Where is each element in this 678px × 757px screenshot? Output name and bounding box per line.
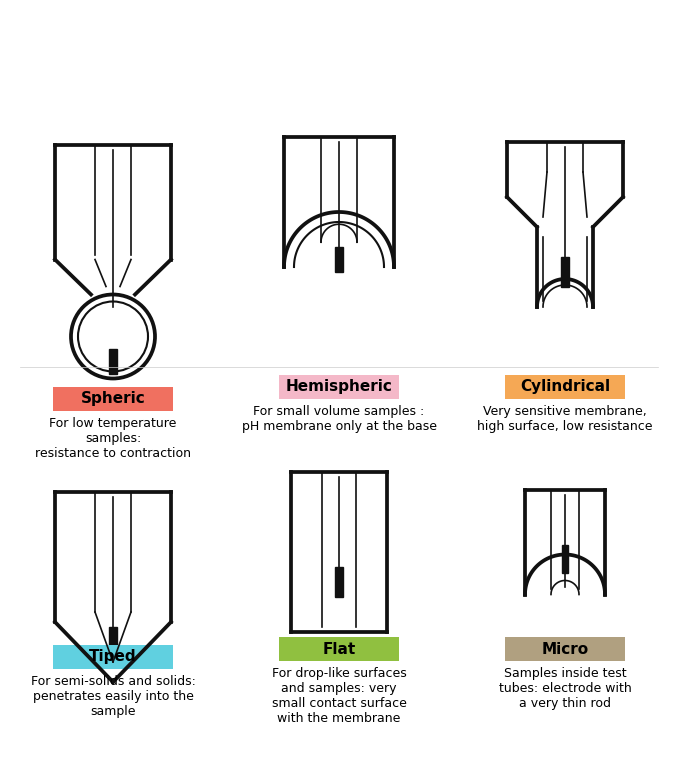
Text: Very sensitive membrane,
high surface, low resistance: Very sensitive membrane, high surface, l…: [477, 405, 653, 433]
Text: For small volume samples :
pH membrane only at the base: For small volume samples : pH membrane o…: [241, 405, 437, 433]
Bar: [279, 375, 399, 399]
Bar: [505, 375, 625, 399]
Text: Cylindrical: Cylindrical: [520, 379, 610, 394]
Bar: [53, 645, 173, 669]
Text: For semi-solids and solids:
penetrates easily into the
sample: For semi-solids and solids: penetrates e…: [31, 675, 195, 718]
Text: Spheric: Spheric: [81, 391, 145, 407]
Text: For low temperature
samples:
resistance to contraction: For low temperature samples: resistance …: [35, 417, 191, 460]
Text: For drop-like surfaces
and samples: very
small contact surface
with the membrane: For drop-like surfaces and samples: very…: [272, 667, 406, 725]
Text: Micro: Micro: [542, 641, 589, 656]
Bar: [109, 348, 117, 373]
Bar: [505, 637, 625, 661]
Text: Hemispheric: Hemispheric: [285, 379, 393, 394]
Bar: [562, 544, 568, 572]
Bar: [335, 248, 343, 273]
Text: Samples inside test
tubes: electrode with
a very thin rod: Samples inside test tubes: electrode wit…: [498, 667, 631, 710]
Bar: [335, 567, 343, 597]
Bar: [53, 387, 173, 411]
Text: Flat: Flat: [322, 641, 356, 656]
Bar: [561, 257, 569, 287]
Bar: [109, 627, 117, 662]
Text: Tiped: Tiped: [89, 650, 137, 665]
Bar: [279, 637, 399, 661]
